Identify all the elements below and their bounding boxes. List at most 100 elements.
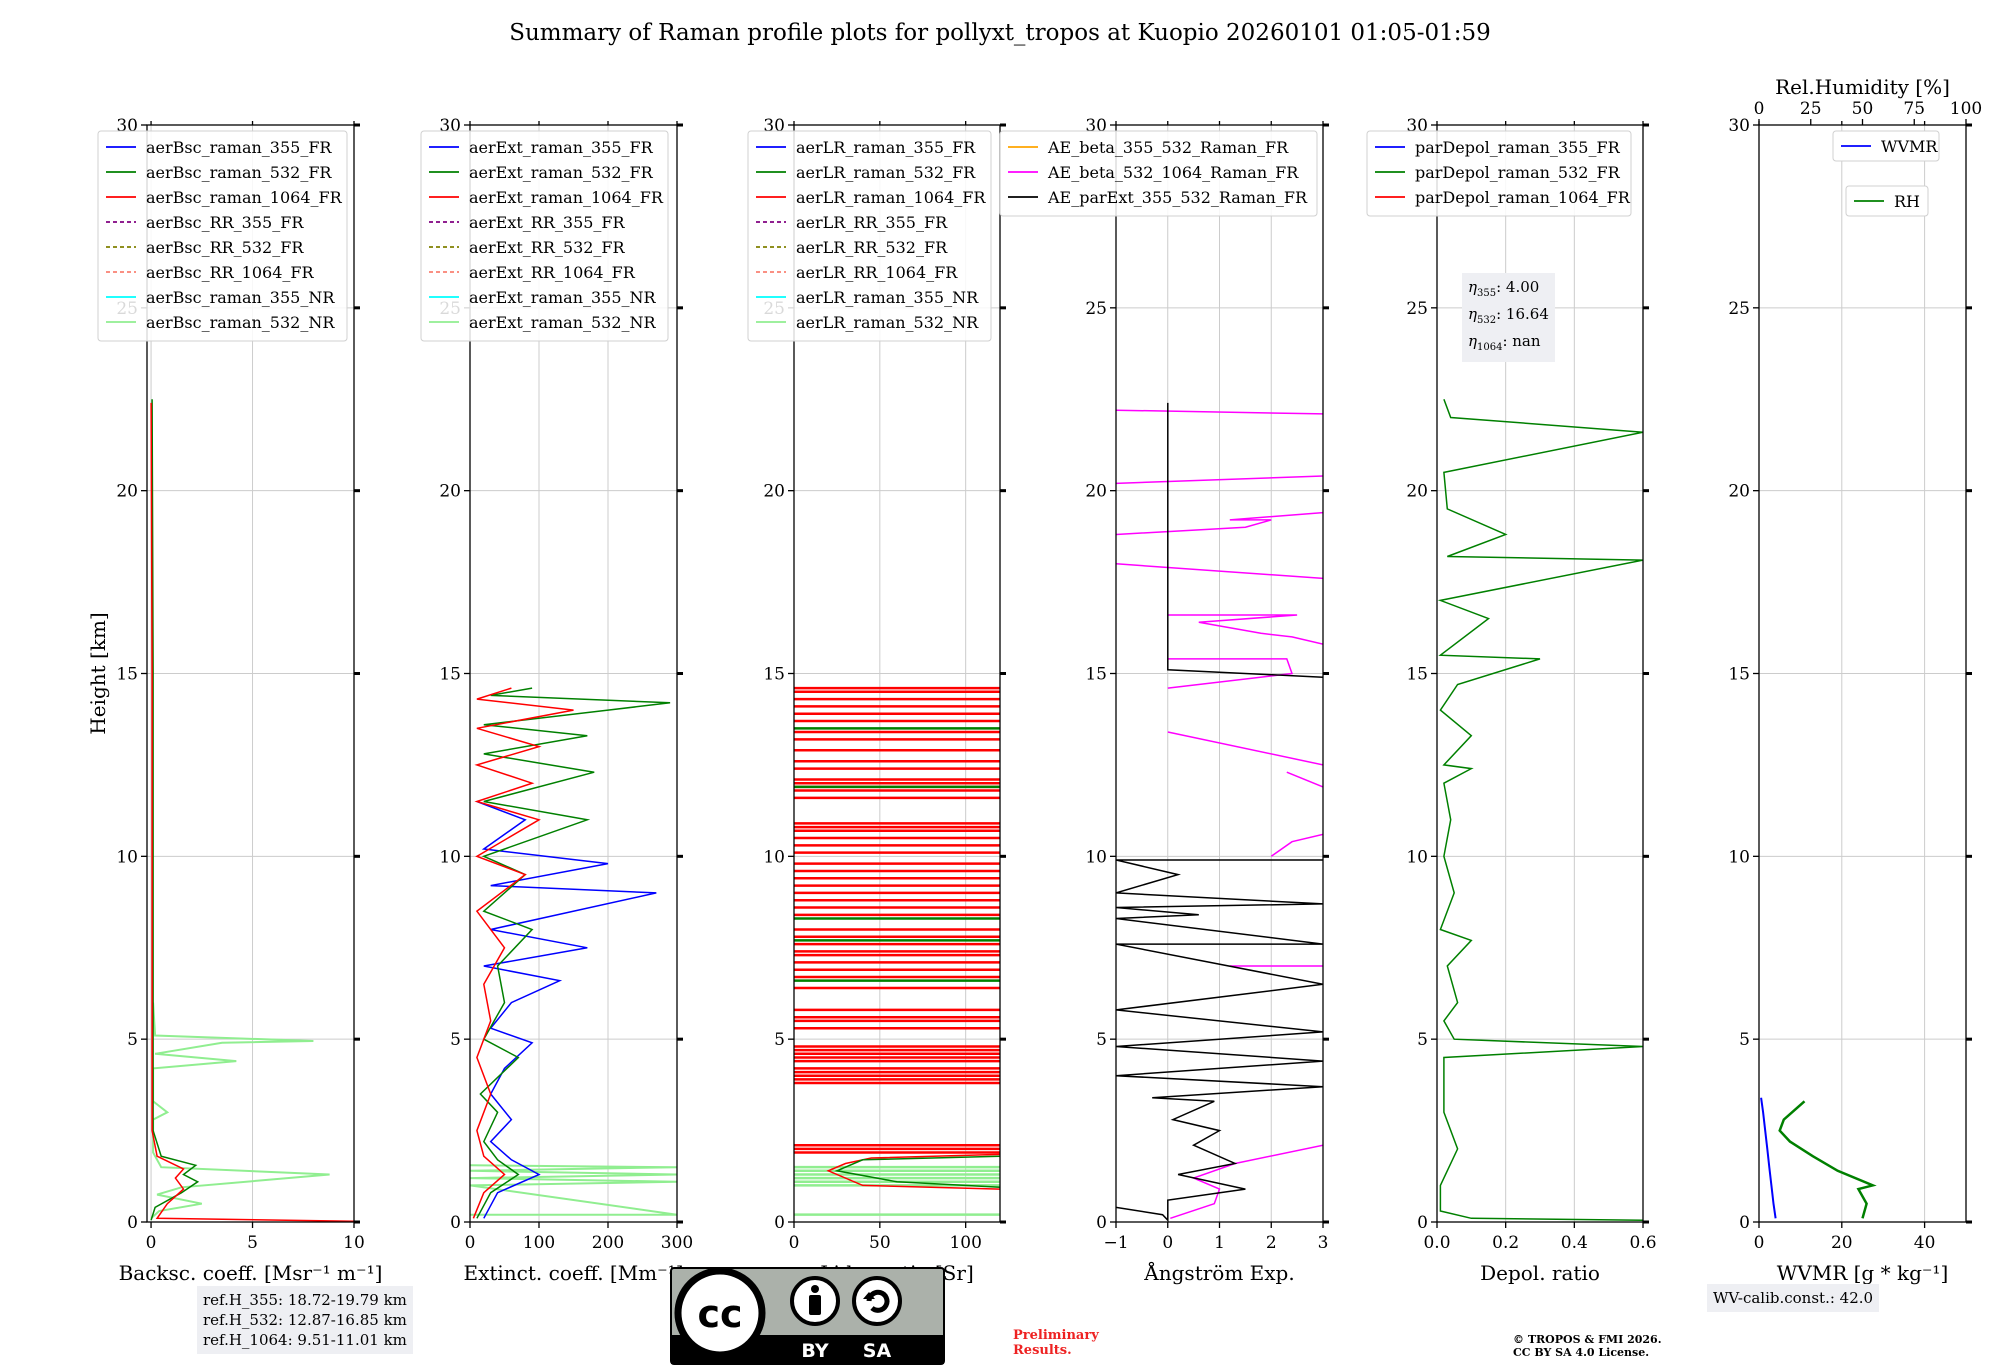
svg-text:cc: cc [697, 1292, 742, 1336]
legend-label: RH [1894, 192, 1920, 211]
legend-box [420, 130, 669, 342]
series-aerLR_raman_532_FR [834, 1155, 1000, 1189]
legend-label: aerLR_raman_532_FR [796, 163, 976, 182]
copyright-note: © TROPOS & FMI 2026. CC BY SA 4.0 Licens… [1513, 1333, 1662, 1359]
series-aerExt_raman_1064_FR [472, 687, 574, 1219]
legend-label: aerBsc_raman_532_NR [146, 313, 335, 332]
x2-tick-label: 75 [1903, 99, 1925, 119]
y-tick-label: 15 [116, 665, 138, 685]
plot-area [1437, 399, 1643, 1221]
legend-label: aerLR_raman_532_NR [796, 313, 979, 332]
legend-1: aerBsc_raman_355_FR aerBsc_raman_532_FRae… [97, 130, 348, 342]
y-tick-label: 5 [774, 1030, 785, 1050]
legend-label: aerExt_raman_1064_FR [469, 188, 664, 207]
y-tick-label: 15 [439, 665, 461, 685]
y-tick-label: 0 [127, 1213, 138, 1233]
x-axis-label: Backsc. coeff. [Msr⁻¹ m⁻¹] [119, 1261, 383, 1285]
legend-label: aerExt_raman_532_NR [469, 313, 657, 332]
ref-height-355: ref.H_355: 18.72-19.79 km [203, 1291, 407, 1309]
x-tick-label: 0 [465, 1233, 476, 1253]
y-tick-label: 5 [1096, 1030, 1107, 1050]
y-axis-label: Height [km] [86, 612, 110, 734]
legend-label: aerBsc_raman_532_FR [146, 163, 332, 182]
x2-tick-label: 0 [1754, 99, 1765, 119]
series-AE_beta_532_1064_Raman_FR_i [1116, 511, 1323, 536]
legend-label: aerExt_raman_532_FR [469, 163, 654, 182]
eta-1064-value: : nan [1502, 332, 1541, 350]
y-tick-label: 5 [1417, 1030, 1428, 1050]
legend-label: aerExt_RR_532_FR [469, 238, 626, 257]
y-tick-label: 5 [1739, 1030, 1750, 1050]
y-tick-label: 10 [1406, 847, 1428, 867]
series-AE_beta_532_1064_Raman_FR_c [1270, 833, 1323, 857]
plot-area [470, 687, 677, 1219]
cc-icon [674, 1267, 766, 1359]
reference-heights-box: ref.H_355: 18.72-19.79 km ref.H_532: 12.… [197, 1286, 413, 1354]
x-tick-label: 10 [343, 1233, 365, 1253]
legend-box [1832, 130, 1940, 162]
preliminary-note: Preliminary Results. [1013, 1328, 1099, 1358]
y-tick-label: 10 [1728, 847, 1750, 867]
y-tick-label: 15 [763, 665, 785, 685]
series-RH [1778, 1100, 1877, 1219]
legend-label: AE_parExt_355_532_Raman_FR [1047, 188, 1308, 207]
cc-by-label: BY [801, 1340, 828, 1362]
legend-label: WVMR [1881, 137, 1938, 156]
y-tick-label: 10 [1085, 847, 1107, 867]
legend-3: aerLR_raman_355_FR aerLR_raman_532_FR aerL… [747, 130, 992, 342]
x-tick-label: 0.0 [1423, 1233, 1450, 1253]
legend-label: AE_beta_355_532_Raman_FR [1047, 138, 1289, 157]
y-tick-label: 10 [439, 847, 461, 867]
legend-label: aerExt_RR_1064_FR [469, 263, 636, 282]
y-tick-label: 0 [1096, 1213, 1107, 1233]
x-tick-label: 100 [949, 1233, 981, 1253]
x-tick-label: 100 [523, 1233, 555, 1253]
plot-area [150, 399, 354, 1222]
cc-sa-label: SA [863, 1340, 892, 1362]
preliminary-line-2: Results. [1013, 1343, 1072, 1358]
y-tick-label: 0 [1739, 1213, 1750, 1233]
y-tick-label: 0 [1417, 1213, 1428, 1233]
y-tick-label: 0 [450, 1213, 461, 1233]
x-tick-label: −1 [1103, 1233, 1128, 1253]
series-AE_parExt_355_532_Raman_FR [1116, 859, 1323, 1222]
cc-by-sa-logo: cc BY SA [670, 1267, 945, 1365]
y-tick-label: 5 [450, 1030, 461, 1050]
legend-label: aerBsc_RR_355_FR [146, 213, 304, 232]
series-AE_beta_532_1064_Raman_FR [1170, 1144, 1323, 1220]
y-tick-label: 5 [127, 1030, 138, 1050]
ref-height-1064: ref.H_1064: 9.51-11.01 km [203, 1331, 407, 1349]
y-tick-label: 20 [1728, 482, 1750, 502]
legend-label: aerLR_RR_1064_FR [796, 263, 958, 282]
legend-2: aerExt_raman_355_FR aerExt_raman_532_FRae… [420, 130, 669, 342]
preliminary-line-1: Preliminary [1013, 1328, 1099, 1343]
legend-label: aerBsc_RR_532_FR [146, 238, 304, 257]
legend-label: AE_beta_532_1064_Raman_FR [1047, 163, 1299, 182]
eta-532: η532: 16.64 [1468, 305, 1549, 326]
y-tick-label: 25 [1085, 299, 1107, 319]
x-tick-label: 200 [592, 1233, 624, 1253]
x-tick-label: 0 [1754, 1233, 1765, 1253]
legend-label: parDepol_raman_355_FR [1415, 138, 1621, 157]
legend-label: aerExt_raman_355_NR [469, 288, 657, 307]
wv-calib-text: WV-calib.const.: 42.0 [1713, 1289, 1874, 1307]
y-tick-label: 0 [774, 1213, 785, 1233]
eta-355-value: : 4.00 [1496, 278, 1540, 296]
series-AE_beta_532_1064_Raman_FR_e [1167, 731, 1323, 766]
eta-1064: η1064: nan [1468, 332, 1541, 353]
series-AE_parExt_355_532_Raman_FR_b [1167, 402, 1323, 678]
legend-label: aerBsc_RR_1064_FR [146, 263, 315, 282]
series-AE_beta_532_1064_Raman_FR_d [1286, 771, 1323, 788]
y-tick-label: 15 [1728, 665, 1750, 685]
series-aerBsc_raman_532_NR [150, 1002, 330, 1220]
legend-box [999, 130, 1318, 217]
ref-height-532: ref.H_532: 12.87-16.85 km [203, 1311, 407, 1329]
series-aerExt_raman_532_FR [476, 687, 671, 1219]
x-axis-label: Depol. ratio [1480, 1261, 1600, 1285]
x-axis-label: WVMR [g * kg⁻¹] [1777, 1261, 1949, 1285]
legend-label: parDepol_raman_532_FR [1415, 163, 1621, 182]
legend-label: aerLR_raman_1064_FR [796, 188, 986, 207]
y-tick-label: 15 [1085, 665, 1107, 685]
